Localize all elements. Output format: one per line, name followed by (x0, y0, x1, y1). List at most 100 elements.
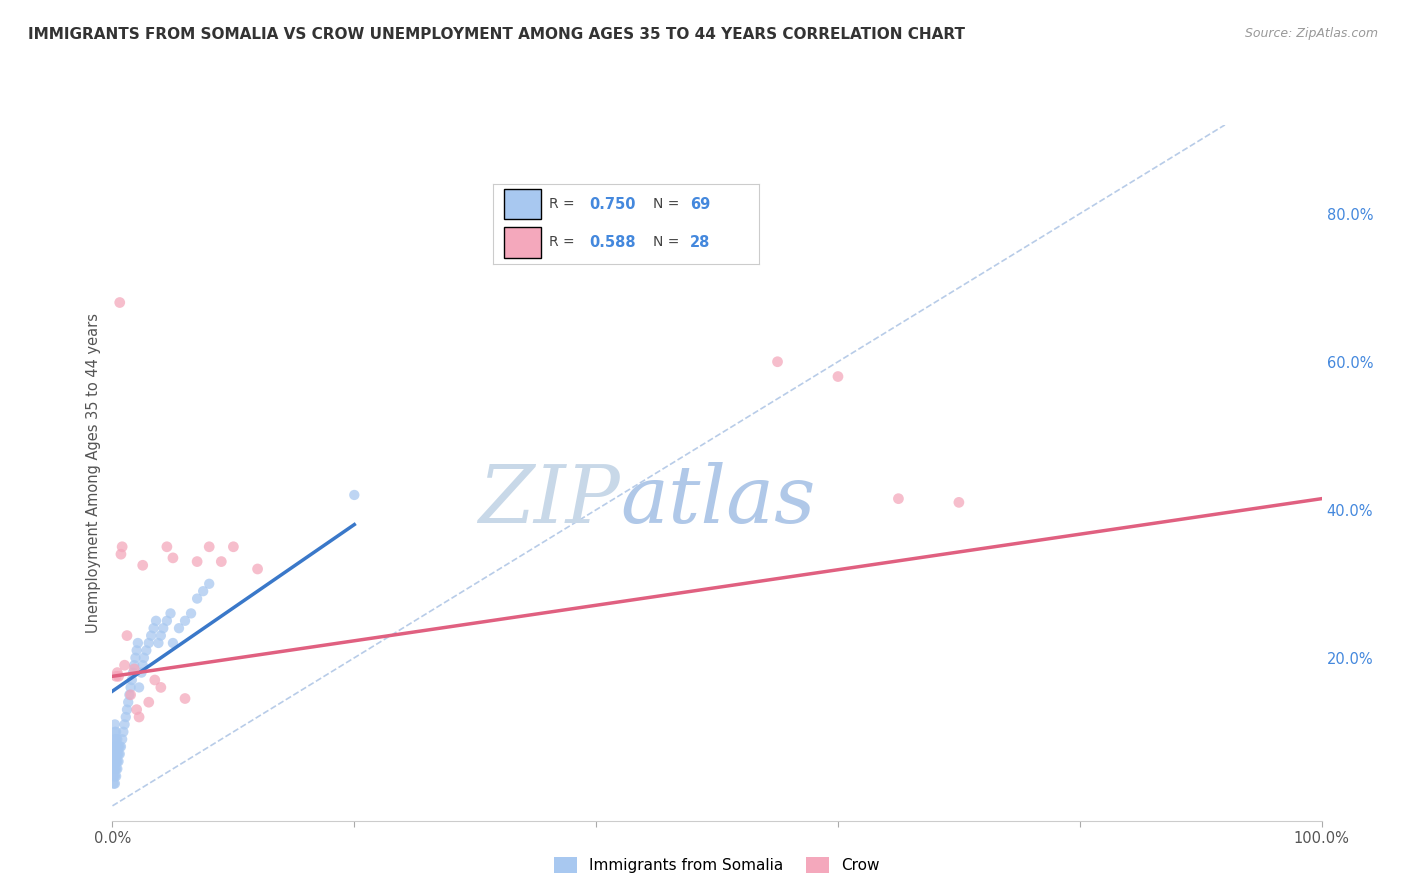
Point (180, 607, 202, 621)
Point (222, 540, 245, 554)
Point (105, 747, 128, 761)
Point (103, 777, 125, 791)
Point (209, 555, 232, 569)
Point (105, 755, 128, 769)
Point (105, 665, 128, 680)
Point (105, 762, 128, 776)
Point (105, 739, 128, 754)
Point (118, 688, 141, 702)
Point (110, 739, 132, 754)
Point (125, 703, 148, 717)
Text: IMMIGRANTS FROM SOMALIA VS CROW UNEMPLOYMENT AMONG AGES 35 TO 44 YEARS CORRELATI: IMMIGRANTS FROM SOMALIA VS CROW UNEMPLOY… (28, 27, 965, 42)
Point (111, 732, 134, 747)
Point (149, 681, 172, 695)
Point (114, 710, 136, 724)
Point (186, 555, 208, 569)
Point (103, 762, 125, 776)
Point (162, 636, 184, 650)
Point (132, 650, 155, 665)
Point (174, 614, 197, 628)
Point (114, 658, 136, 673)
Point (145, 614, 167, 628)
Point (948, 495, 970, 509)
Point (103, 769, 125, 783)
Point (127, 636, 149, 650)
Point (198, 540, 221, 554)
Point (766, 355, 789, 369)
Point (104, 747, 127, 761)
Point (138, 636, 160, 650)
Point (105, 755, 128, 769)
Point (117, 695, 139, 709)
Point (111, 540, 134, 554)
Point (105, 747, 128, 761)
Point (128, 710, 150, 724)
Point (131, 665, 153, 680)
Point (107, 739, 129, 754)
Point (110, 547, 132, 561)
Point (108, 747, 131, 761)
Point (105, 732, 128, 747)
Point (135, 643, 157, 657)
Point (103, 755, 125, 769)
Point (156, 540, 179, 554)
Point (124, 650, 146, 665)
Point (343, 488, 366, 502)
Point (120, 688, 142, 702)
Point (122, 662, 145, 676)
Point (107, 747, 129, 761)
Y-axis label: Unemployment Among Ages 35 to 44 years: Unemployment Among Ages 35 to 44 years (86, 313, 101, 632)
Point (108, 295, 131, 310)
Point (105, 732, 128, 747)
Point (114, 717, 136, 731)
Point (107, 755, 129, 769)
Point (125, 643, 148, 657)
Point (121, 673, 143, 687)
Point (143, 673, 166, 687)
Point (167, 621, 190, 635)
Point (105, 762, 128, 776)
Point (162, 550, 184, 565)
Point (104, 777, 127, 791)
Point (105, 769, 128, 783)
Point (104, 769, 127, 783)
Point (105, 724, 128, 739)
Point (156, 614, 179, 628)
Point (148, 636, 170, 650)
Point (112, 724, 135, 739)
Point (104, 717, 127, 731)
Point (104, 739, 127, 754)
Point (107, 669, 129, 683)
Point (191, 584, 214, 599)
Point (138, 695, 160, 709)
Point (174, 691, 197, 706)
Point (104, 762, 127, 776)
Text: atlas: atlas (620, 462, 815, 540)
Point (103, 747, 125, 761)
Point (105, 669, 128, 683)
Point (103, 739, 125, 754)
Point (186, 591, 208, 606)
Point (115, 703, 138, 717)
Point (132, 558, 155, 573)
Point (142, 621, 165, 635)
Point (132, 658, 155, 673)
Point (128, 681, 150, 695)
Point (141, 629, 163, 643)
Point (115, 629, 138, 643)
Point (122, 658, 145, 673)
Text: Source: ZipAtlas.com: Source: ZipAtlas.com (1244, 27, 1378, 40)
Point (108, 739, 131, 754)
Point (104, 732, 127, 747)
Point (159, 607, 181, 621)
Point (105, 739, 128, 754)
Point (122, 665, 145, 680)
Point (246, 562, 269, 576)
Text: ZIP: ZIP (478, 462, 620, 540)
Point (887, 491, 910, 506)
Point (104, 724, 127, 739)
Point (104, 755, 127, 769)
Point (149, 629, 172, 643)
Point (827, 369, 849, 384)
Point (198, 576, 221, 591)
